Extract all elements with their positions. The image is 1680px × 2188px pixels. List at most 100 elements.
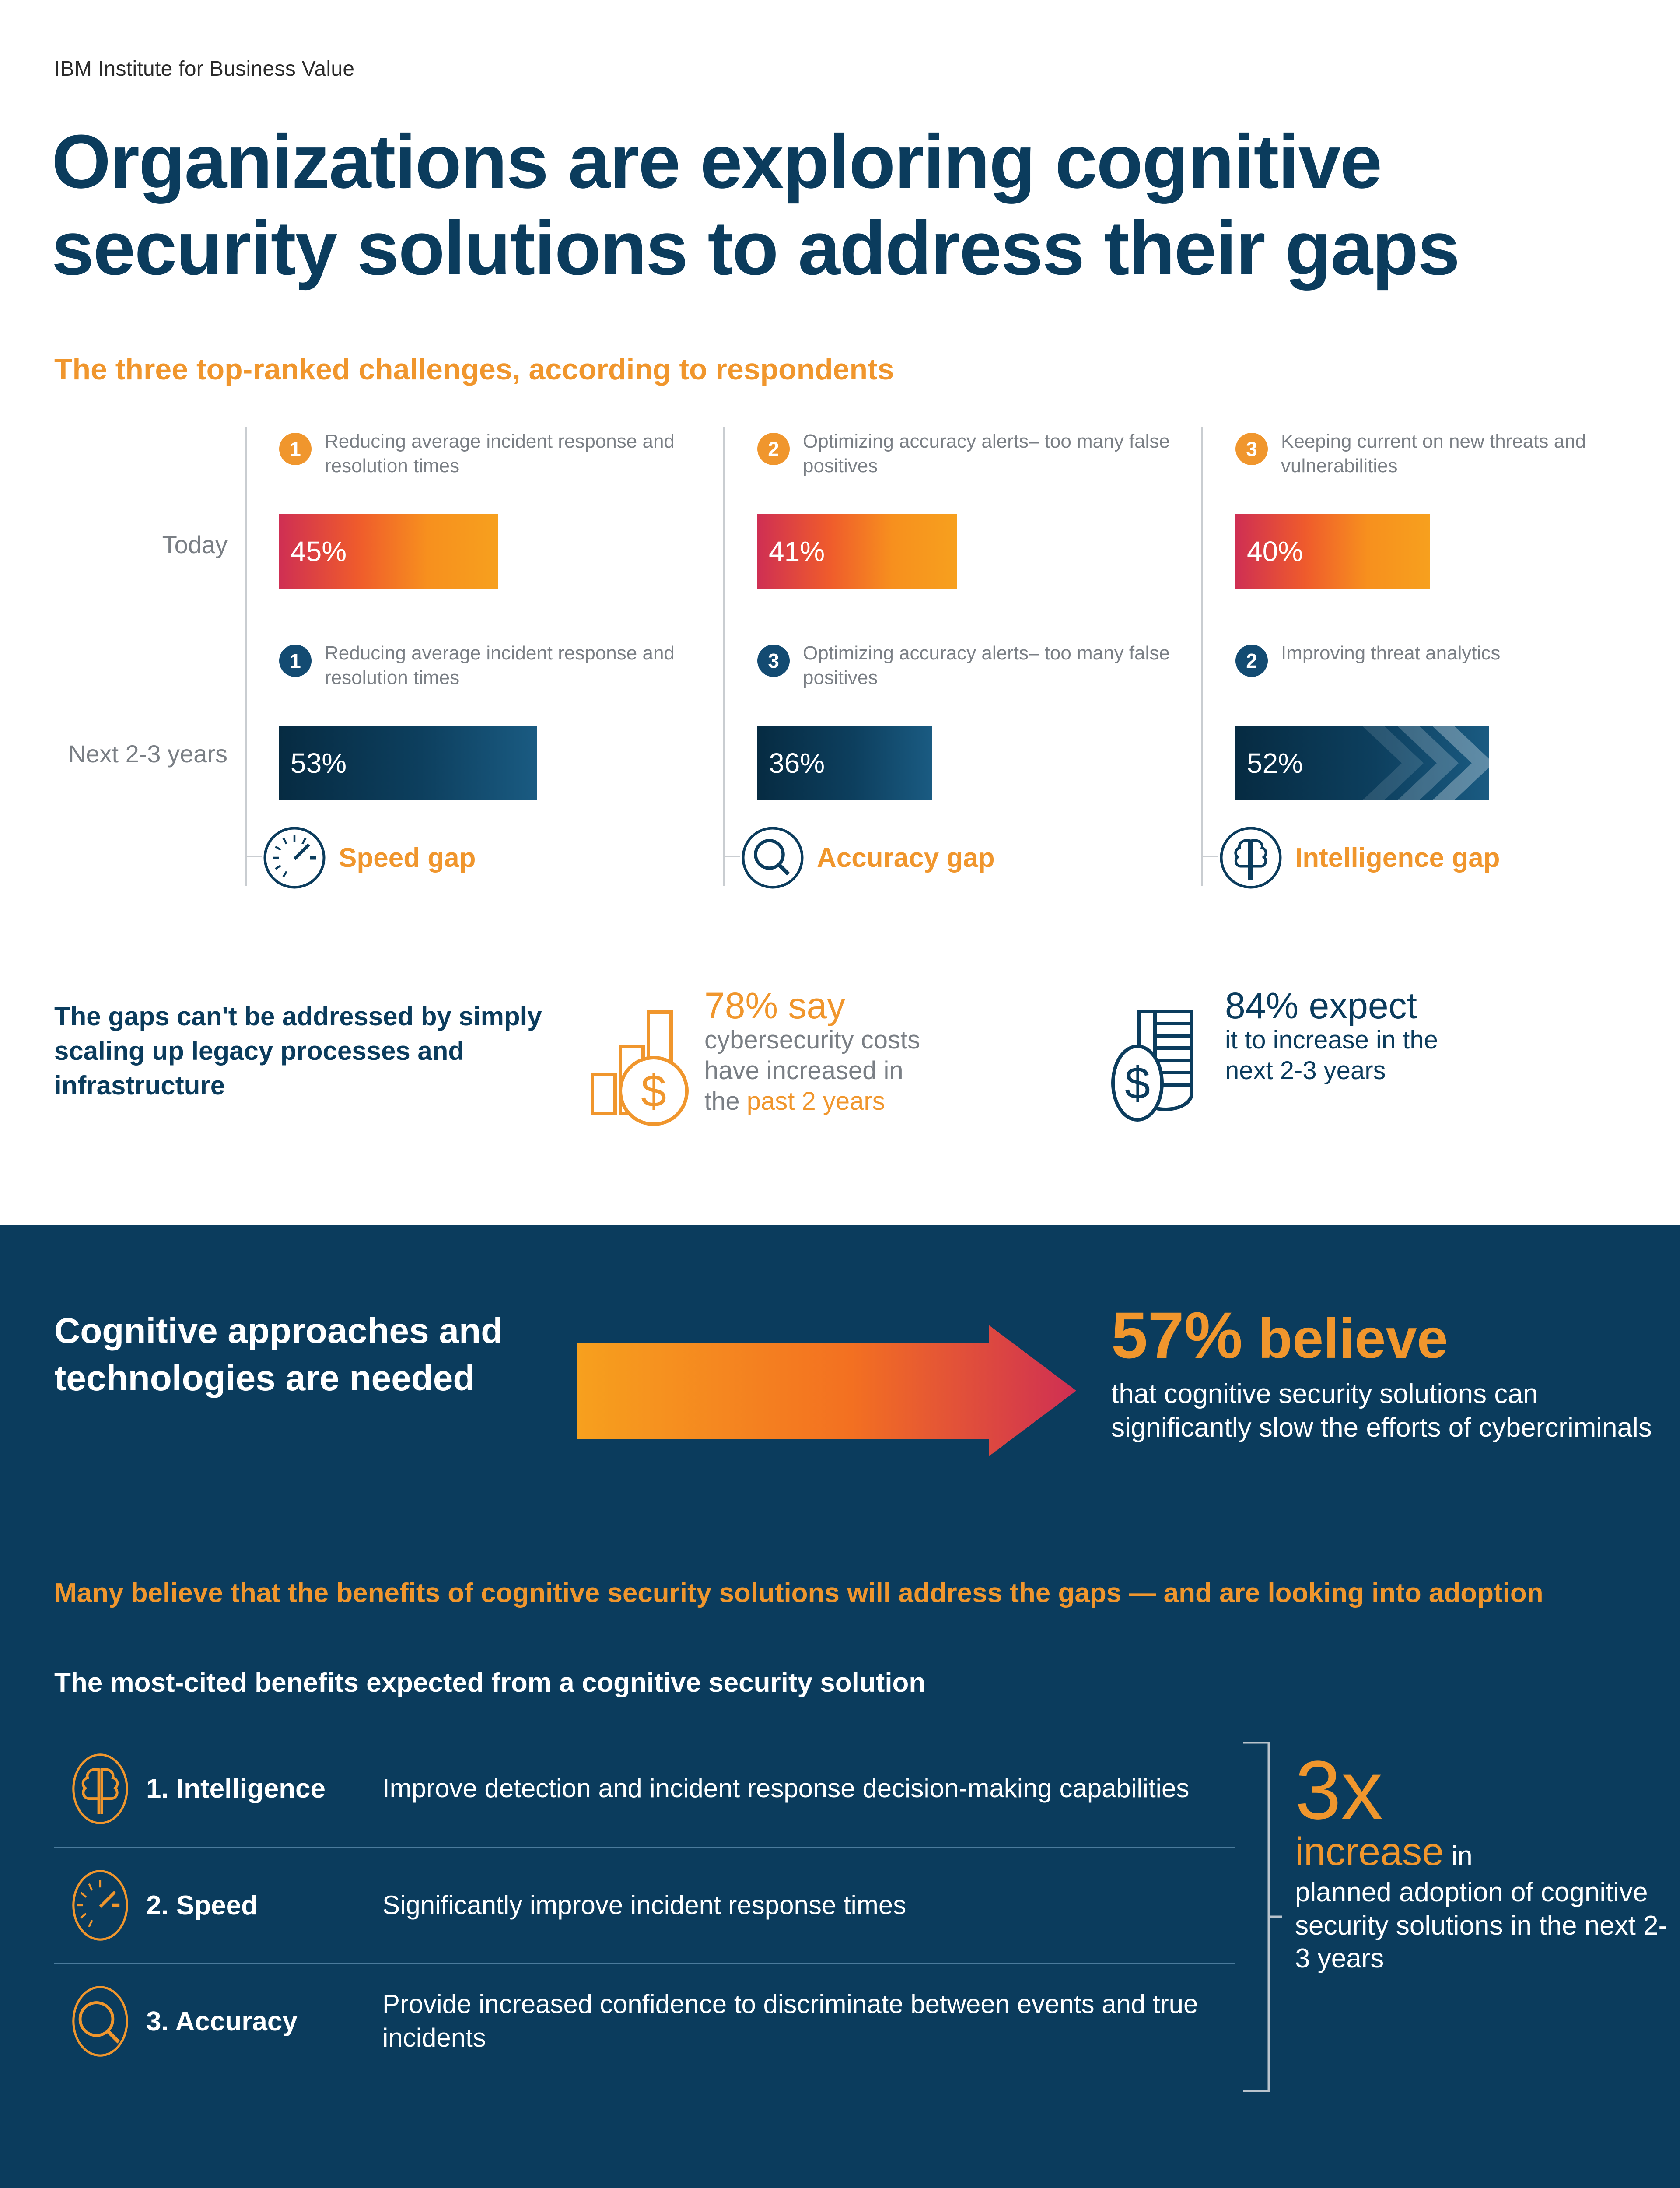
bar-today: 40% <box>1236 514 1430 589</box>
threex-rest-text: planned adoption of cognitive security s… <box>1295 1877 1668 1974</box>
stat-line-1: it to increase in the <box>1225 1026 1438 1055</box>
challenge-column-intelligence: 3 Keeping current on new threats and vul… <box>1201 427 1680 934</box>
threex-increase-word: increase <box>1295 1830 1444 1874</box>
challenge-label: Optimizing accuracy alerts– too many fal… <box>803 642 1170 689</box>
benefit-description: Improve detection and incident response … <box>382 1774 1190 1803</box>
bar-chart-dollar-coin-icon: $ <box>591 1010 689 1126</box>
threex-in-word: in <box>1444 1841 1473 1872</box>
brain-icon <box>54 1752 146 1826</box>
challenge-header-next: 1 Reducing average incident response and… <box>279 642 708 716</box>
challenge-label: Improving threat analytics <box>1281 642 1501 664</box>
coin-stack-dollar-icon: $ <box>1111 1010 1194 1122</box>
bar-today: 41% <box>757 514 957 589</box>
believe-subtext: that cognitive security solutions can si… <box>1111 1379 1652 1443</box>
stat-line-2: have increased in <box>704 1056 903 1085</box>
speedometer-icon <box>263 827 326 889</box>
svg-text:$: $ <box>641 1066 666 1117</box>
gap-label-intelligence: Intelligence gap <box>1218 825 1500 891</box>
row-label-next: Next 2-3 years <box>68 740 228 768</box>
column-divider <box>245 427 247 886</box>
cost-row: The gaps can't be addressed by simply sc… <box>0 985 1680 1175</box>
rank-badge: 2 <box>757 433 790 465</box>
bar-value: 40% <box>1247 536 1303 567</box>
rank-badge: 3 <box>757 645 790 677</box>
bar-value: 41% <box>769 536 825 567</box>
challenge-column-accuracy: 2 Optimizing accuracy alerts– too many f… <box>723 427 1201 934</box>
challenge-header-today: 3 Keeping current on new threats and vul… <box>1236 430 1664 505</box>
bar-next: 53% <box>279 726 537 800</box>
gap-label-text: Intelligence gap <box>1295 842 1500 873</box>
list-item: 2. Speed Significantly improve incident … <box>54 1847 1236 1963</box>
challenge-header-today: 1 Reducing average incident response and… <box>279 430 708 505</box>
benefit-name: 2. Speed <box>146 1890 258 1921</box>
many-believe-headline: Many believe that the benefits of cognit… <box>54 1578 1544 1608</box>
threex-callout: 3x increase in planned adoption of cogni… <box>1295 1744 1680 1975</box>
gap-label-speed: Speed gap <box>262 825 476 891</box>
benefit-name: 1. Intelligence <box>146 1774 326 1804</box>
chart-subhead: The three top-ranked challenges, accordi… <box>54 353 894 386</box>
challenge-column-speed: 1 Reducing average incident response and… <box>245 427 723 934</box>
stat-headline: 84% expect <box>1225 985 1417 1026</box>
benefit-description: Significantly improve incident response … <box>382 1890 906 1920</box>
bar-next: 36% <box>757 726 932 800</box>
stat-line-3-prefix: the <box>704 1087 747 1115</box>
believe-headline: 57% believe <box>1111 1302 1676 1368</box>
cognitive-lead-text: Cognitive approaches and technologies ar… <box>54 1311 503 1399</box>
challenge-header-next: 3 Optimizing accuracy alerts– too many f… <box>757 642 1186 716</box>
stat-line-2: next 2-3 years <box>1225 1056 1386 1085</box>
bar-today: 45% <box>279 514 498 589</box>
magnifier-icon <box>742 827 804 889</box>
rank-badge: 1 <box>279 645 312 677</box>
svg-text:$: $ <box>1125 1058 1150 1109</box>
speedometer-icon <box>54 1868 146 1943</box>
column-divider <box>1201 427 1203 886</box>
bracket-icon <box>1243 1742 1282 2092</box>
bar-value: 45% <box>290 536 347 567</box>
bar-value: 52% <box>1247 747 1303 779</box>
challenge-label: Reducing average incident response and r… <box>325 431 675 477</box>
navy-section: Cognitive approaches and technologies ar… <box>0 1225 1680 2188</box>
axis-tick <box>245 856 262 857</box>
top-white-section: IBM Institute for Business Value Organiz… <box>0 57 1680 1175</box>
gap-label-text: Accuracy gap <box>817 842 995 873</box>
stat-line-3-accent: past 2 years <box>746 1087 885 1115</box>
believe-word: believe <box>1242 1308 1448 1370</box>
axis-tick <box>1201 856 1218 857</box>
rank-badge: 2 <box>1236 645 1268 677</box>
stat-headline: 78% say <box>704 985 846 1026</box>
rank-badge: 1 <box>279 433 312 465</box>
challenge-header-today: 2 Optimizing accuracy alerts– too many f… <box>757 430 1186 505</box>
bar-next: 52% <box>1236 726 1489 800</box>
challenge-label: Reducing average incident response and r… <box>325 642 675 689</box>
challenge-label: Optimizing accuracy alerts– too many fal… <box>803 431 1170 477</box>
gap-label-text: Speed gap <box>339 842 476 873</box>
challenges-chart: 1 Reducing average incident response and… <box>245 427 1680 934</box>
magnifier-icon <box>54 1984 146 2058</box>
benefits-title: The most-cited benefits expected from a … <box>54 1668 926 1698</box>
eyebrow-ibv-label: IBM Institute for Business Value <box>54 57 355 81</box>
believe-stat: 57% believe that cognitive security solu… <box>1111 1302 1676 1445</box>
column-divider <box>723 427 725 886</box>
threex-increase-line: increase in <box>1295 1830 1680 1874</box>
stat-line-1: cybersecurity costs <box>704 1026 920 1055</box>
rank-badge: 3 <box>1236 433 1268 465</box>
benefit-name: 3. Accuracy <box>146 2006 298 2037</box>
bar-value: 53% <box>290 747 347 779</box>
believe-percent: 57% <box>1111 1298 1243 1372</box>
benefits-list: 1. Intelligence Improve detection and in… <box>54 1731 1236 2079</box>
gap-label-accuracy: Accuracy gap <box>740 825 995 891</box>
list-item: 3. Accuracy Provide increased confidence… <box>54 1963 1236 2079</box>
row-label-today: Today <box>162 531 228 558</box>
cost-lead-text: The gaps can't be addressed by simply sc… <box>54 1002 542 1101</box>
bar-value: 36% <box>769 747 825 779</box>
challenge-label: Keeping current on new threats and vulne… <box>1281 431 1586 477</box>
challenge-header-next: 2 Improving threat analytics <box>1236 642 1664 716</box>
right-arrow-gradient-icon <box>578 1325 1076 1456</box>
chevron-decoration-icon <box>1362 726 1489 800</box>
stat-line-3: the past 2 years <box>704 1086 1028 1117</box>
benefit-description: Provide increased confidence to discrimi… <box>382 1989 1198 2052</box>
page-title: Organizations are exploring cognitive se… <box>52 119 1460 291</box>
list-item: 1. Intelligence Improve detection and in… <box>54 1731 1236 1847</box>
brain-icon <box>1220 827 1282 889</box>
threex-multiplier: 3x <box>1295 1744 1383 1837</box>
